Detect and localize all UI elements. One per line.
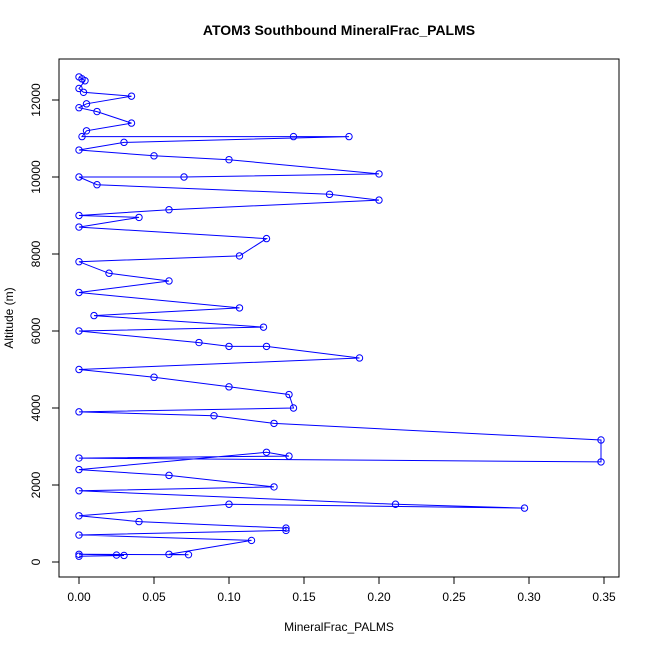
data-point: [75, 327, 83, 335]
data-point: [165, 550, 173, 558]
data-point: [375, 170, 383, 178]
data-point: [93, 107, 101, 116]
data-point: [79, 88, 88, 97]
data-point: [75, 512, 83, 520]
data-point: [120, 551, 128, 560]
data-point: [120, 138, 128, 147]
data-point: [150, 152, 158, 160]
data-point: [262, 448, 271, 456]
data-point: [75, 84, 83, 93]
data-point: [225, 155, 233, 164]
data-point: [75, 487, 83, 495]
data-point: [112, 551, 121, 559]
data-point: [75, 104, 83, 112]
data-point: [375, 196, 383, 204]
data-point: [270, 419, 278, 428]
data-point: [235, 304, 244, 312]
data-point: [90, 311, 98, 320]
data-point: [75, 531, 83, 539]
data-point: [270, 483, 278, 491]
y-tick-label: 8000: [29, 240, 43, 267]
data-point: [289, 404, 298, 412]
x-axis-label: MineralFrac_PALMS: [284, 620, 394, 634]
chart-title: ATOM3 Southbound MineralFrac_PALMS: [203, 22, 475, 38]
data-point: [597, 458, 605, 466]
data-point: [391, 500, 400, 508]
data-point: [210, 412, 218, 420]
data-point: [165, 206, 173, 214]
data-point: [75, 465, 83, 474]
data-point: [82, 127, 91, 135]
data-point: [520, 504, 529, 512]
data-point: [247, 536, 256, 545]
y-tick-label: 2000: [29, 471, 43, 498]
data-point: [75, 146, 83, 154]
data-point: [75, 258, 83, 266]
data-point: [165, 277, 173, 285]
data-point: [285, 390, 293, 399]
data-point: [282, 526, 290, 535]
data-point: [259, 323, 268, 331]
y-axis-label: Altitude (m): [2, 287, 16, 348]
x-tick-label: 0.25: [442, 590, 466, 604]
y-tick-label: 10000: [29, 160, 43, 194]
data-point: [135, 517, 143, 526]
x-tick-label: 0.35: [592, 590, 616, 604]
data-point: [325, 190, 334, 199]
x-tick-label: 0.15: [292, 590, 316, 604]
data-point: [235, 252, 244, 260]
data-point: [75, 288, 83, 297]
y-tick-label: 12000: [29, 83, 43, 117]
x-tick-label: 0.10: [217, 590, 241, 604]
data-point: [282, 524, 290, 532]
y-axis: 0 2000 4000 6000 8000 10000 12000: [29, 83, 60, 565]
y-tick-label: 4000: [29, 394, 43, 421]
data-point: [289, 132, 298, 141]
data-point: [165, 471, 173, 480]
data-point: [75, 173, 83, 181]
series-line: [77, 76, 602, 557]
y-tick-label: 6000: [29, 317, 43, 344]
data-point: [225, 342, 233, 351]
data-point: [78, 132, 86, 141]
data-point: [75, 365, 83, 374]
x-tick-label: 0.30: [517, 590, 541, 604]
data-point: [225, 500, 233, 508]
data-point: [597, 436, 605, 444]
data-point: [150, 373, 158, 381]
data-point: [127, 119, 136, 127]
data-point: [93, 181, 101, 189]
data-point: [262, 342, 271, 351]
x-tick-label: 0.20: [367, 590, 391, 604]
data-point: [195, 338, 203, 347]
data-point: [82, 100, 91, 108]
data-point: [345, 132, 353, 141]
x-tick-label: 0.05: [142, 590, 166, 604]
x-tick-label: 0.00: [67, 590, 91, 604]
data-point: [184, 550, 193, 559]
data-point: [105, 269, 113, 277]
data-point: [285, 452, 293, 460]
data-point: [75, 408, 83, 416]
data-point: [262, 234, 271, 243]
data-point: [75, 211, 83, 220]
data-point: [225, 383, 233, 391]
data-point: [127, 92, 136, 100]
data-point: [355, 354, 364, 362]
data-point: [75, 550, 83, 558]
data-point: [180, 173, 188, 181]
data-point: [75, 454, 83, 462]
data-point: [81, 77, 89, 85]
series-group: [75, 73, 605, 560]
y-tick-label: 0: [29, 558, 43, 565]
x-axis: 0.00 0.05 0.10 0.15 0.20 0.25 0.30 0.35: [67, 576, 616, 604]
data-point: [75, 552, 83, 560]
data-point: [135, 213, 143, 222]
data-point: [75, 223, 83, 231]
